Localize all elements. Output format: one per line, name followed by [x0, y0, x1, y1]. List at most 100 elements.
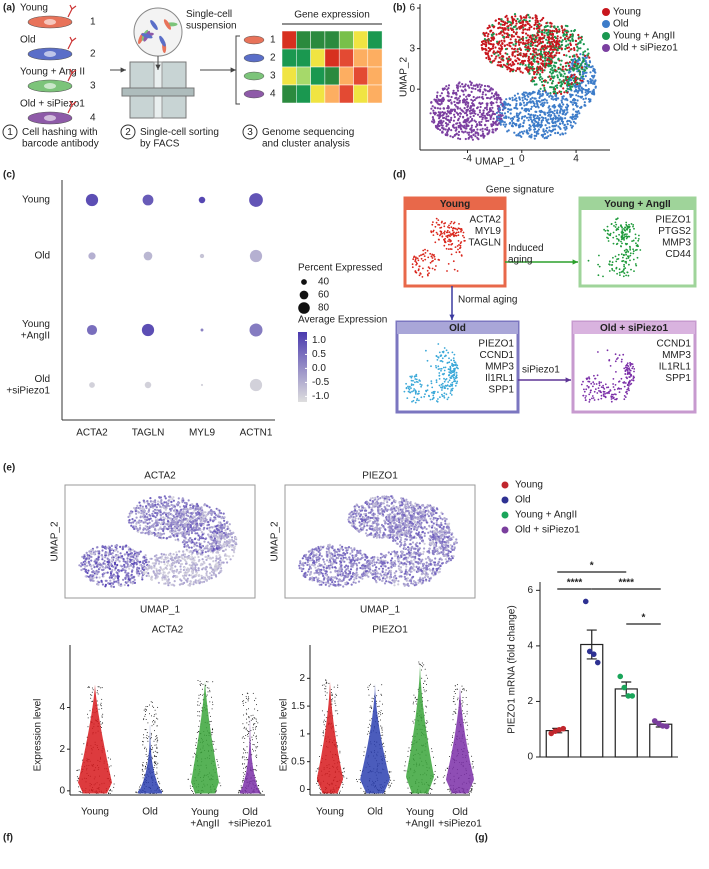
cell-point: [618, 354, 621, 356]
cell-point: [502, 20, 505, 23]
cell-point: [484, 51, 487, 54]
cell-point: [625, 390, 628, 393]
cell-point: [473, 119, 476, 122]
cell-point: [630, 268, 632, 271]
cell-point: [515, 112, 519, 115]
cell-point: [173, 580, 176, 583]
cell-point: [521, 55, 525, 58]
cell-point: [561, 109, 564, 112]
cell-point: [479, 90, 482, 93]
cell-point: [443, 225, 446, 228]
cell-point: [561, 113, 565, 116]
cell-point: [503, 23, 506, 26]
cell-point: [629, 364, 632, 367]
cell-point: [131, 582, 134, 585]
cell-point: [218, 557, 221, 560]
cell-point: [203, 526, 206, 530]
cell-point: [455, 84, 458, 87]
cell-point: [519, 41, 523, 44]
cell-point: [554, 97, 557, 101]
cell-point: [607, 386, 610, 389]
cell-point: [415, 257, 417, 260]
cell-point: [524, 23, 527, 26]
cell-point: [466, 117, 469, 120]
cell-point: [564, 33, 567, 36]
cell-point: [582, 98, 585, 101]
cell-point: [439, 368, 441, 370]
cell-point: [515, 19, 518, 23]
cell-point: [582, 77, 585, 81]
heatmap-cell: [281, 66, 297, 86]
cell-point: [492, 117, 495, 120]
cell-point: [528, 124, 531, 127]
cell-point: [430, 231, 433, 234]
cell-point: [495, 127, 499, 130]
cell-point: [184, 562, 188, 565]
cell-point: [122, 560, 125, 563]
cell-point: [590, 382, 593, 385]
cell-point: [440, 369, 442, 372]
cell-point: [472, 114, 475, 117]
heatmap-cell: [310, 48, 326, 68]
cell-point: [542, 84, 546, 87]
cell-point: [529, 101, 533, 104]
cell-point: [512, 30, 515, 34]
arrow-label: Normal aging: [458, 295, 517, 306]
cell-point: [441, 131, 444, 134]
cell-point: [584, 69, 587, 72]
cell-point: [570, 74, 574, 77]
cell-point: [78, 564, 81, 567]
cell-point: [434, 225, 437, 228]
cell-point: [435, 355, 438, 358]
cell-point: [215, 547, 218, 550]
cell-point: [577, 37, 580, 40]
cell-point: [447, 240, 449, 243]
cell-point: [431, 260, 433, 263]
cell-point: [207, 533, 210, 536]
cell-point: [623, 228, 625, 230]
cell-point: [208, 526, 211, 529]
cell-point: [187, 538, 190, 541]
cell-point: [569, 43, 573, 47]
cell-point: [552, 98, 555, 101]
cell-point: [210, 513, 213, 517]
cell-point: [437, 391, 439, 393]
cell-point: [159, 572, 162, 575]
cell-point: [493, 121, 496, 125]
cell-point: [564, 113, 567, 116]
cell-point: [504, 28, 507, 31]
cell-point: [626, 392, 628, 395]
legend-label: 60: [318, 290, 330, 301]
cell-point: [609, 365, 612, 367]
cell-point: [152, 570, 155, 573]
cell-point: [526, 28, 529, 31]
cell-point: [615, 393, 617, 396]
cell-point: [454, 384, 457, 387]
cell-point: [450, 102, 453, 105]
cell-point: [575, 67, 578, 70]
cell-point: [450, 108, 453, 111]
cell-point: [426, 269, 429, 272]
legend-label: Young: [613, 7, 641, 18]
cell-point: [111, 582, 115, 585]
cell-point: [540, 80, 544, 83]
cell-point: [455, 375, 458, 378]
cell-point: [532, 114, 535, 117]
cell-point: [570, 58, 573, 61]
cell-point: [85, 561, 88, 564]
cell-point: [498, 64, 501, 67]
cell-point: [416, 398, 419, 400]
cell-point: [91, 549, 94, 552]
cell-point: [176, 559, 179, 562]
cell-point: [511, 51, 514, 54]
legend-marker: [602, 20, 610, 28]
cell-point: [439, 128, 442, 131]
cell-point: [431, 386, 434, 389]
cell-point: [195, 571, 199, 574]
cell-point: [460, 124, 463, 127]
cell-point: [623, 367, 626, 370]
cell-point: [522, 52, 525, 55]
cell-point: [482, 136, 485, 139]
dot: [198, 196, 206, 204]
cell-point: [447, 99, 450, 102]
